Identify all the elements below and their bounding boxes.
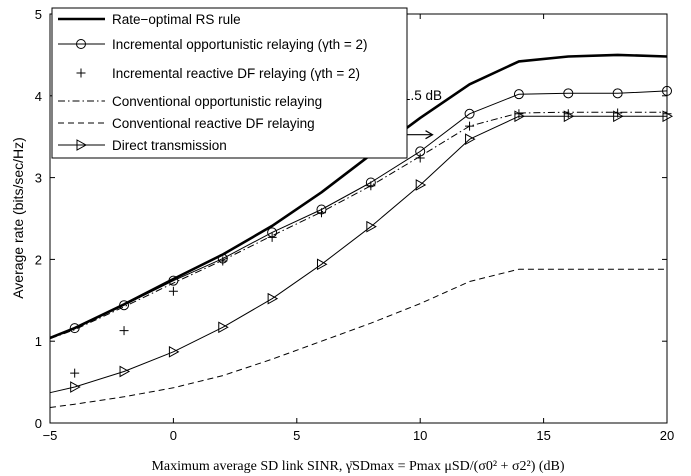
- legend-entry-conventional-opportunistic: Conventional opportunistic relaying: [112, 94, 322, 109]
- y-tick-label-1: 1: [35, 334, 42, 349]
- data-point-incremental-opportunistic-relaying-th-2-11: [563, 88, 574, 99]
- x-tick-label-4: 15: [536, 428, 550, 443]
- series-line-direct-transmission: [49, 115, 667, 394]
- annotation-arrowhead-right: [425, 130, 434, 140]
- y-axis-label: Average rate (bits/sec/Hz): [10, 137, 26, 299]
- x-tick-label-3: 10: [413, 428, 427, 443]
- data-point-incremental-opportunistic-relaying-th-2-10: [513, 89, 524, 100]
- data-point-direct-transmission-3: [168, 345, 180, 358]
- data-point-direct-transmission-11: [563, 110, 575, 123]
- data-point-direct-transmission-6: [316, 258, 328, 271]
- data-point-direct-transmission-9: [465, 133, 476, 146]
- data-point-incremental-reactive-df-relaying-th-2-5: [316, 208, 326, 218]
- data-point-direct-transmission-4: [218, 321, 229, 334]
- y-tick-label-5: 5: [35, 7, 42, 22]
- series-line-conventional-opportunistic-relaying: [49, 111, 667, 340]
- data-point-incremental-reactive-df-relaying-th-2-3: [218, 256, 228, 266]
- legend-marker-incremental-reactive-df-relaying-th-2: [76, 68, 86, 78]
- legend-entry-rate-optimal: Rate−optimal RS rule: [112, 12, 241, 27]
- y-tick-label-3: 3: [35, 171, 42, 186]
- series-layer: [49, 53, 674, 408]
- x-tick-label-2: 5: [293, 428, 300, 443]
- x-tick-label-0: −5: [43, 428, 58, 443]
- data-point-direct-transmission-13: [662, 110, 674, 123]
- legend-entry-incremental-reactive-df: Incremental reactive DF relaying (γth = …: [112, 66, 360, 81]
- legend: Rate−optimal RS rule Incremental opportu…: [51, 7, 408, 159]
- data-point-direct-transmission-1: [70, 381, 81, 393]
- legend-samples: [58, 17, 105, 151]
- data-point-incremental-reactive-df-relaying-th-2-6: [366, 181, 376, 191]
- y-tick-label-0: 0: [35, 416, 42, 431]
- data-point-incremental-opportunistic-relaying-th-2-9: [464, 108, 475, 119]
- x-tick-label-5: 20: [660, 428, 674, 443]
- series-line-incremental-opportunistic-relaying-th-2: [49, 90, 668, 339]
- annotation-label: 1.5 dB: [403, 88, 442, 103]
- y-tick-label-2: 2: [35, 252, 42, 267]
- y-tick-label-4: 4: [35, 89, 42, 104]
- legend-box: [51, 7, 408, 159]
- series-line-conventional-reactive-df-relaying: [49, 268, 667, 408]
- series-line-rate-optimal-rs-rule: [49, 53, 668, 340]
- x-axis-label: Maximum average SD link SINR, γ̄SDmax = …: [151, 459, 564, 474]
- data-point-direct-transmission-7: [366, 220, 377, 233]
- legend-marker-incremental-opportunistic-relaying-th-2: [76, 39, 86, 49]
- x-tick-label-1: 0: [170, 428, 177, 443]
- data-point-incremental-reactive-df-relaying-th-2-4: [267, 232, 277, 242]
- legend-entry-conventional-reactive-df: Conventional reactive DF relaying: [112, 116, 315, 131]
- legend-entry-direct-transmission: Direct transmission: [112, 138, 227, 153]
- data-point-direct-transmission-8: [415, 179, 427, 191]
- data-point-direct-transmission-12: [613, 110, 624, 123]
- data-point-incremental-opportunistic-relaying-th-2-12: [612, 88, 623, 99]
- legend-entry-incremental-opportunistic: Incremental opportunistic relaying (γth …: [112, 37, 368, 52]
- data-point-incremental-reactive-df-relaying-th-2-0: [70, 368, 80, 378]
- legend-marker-direct-transmission: [76, 139, 88, 151]
- data-point-incremental-reactive-df-relaying-th-2-1: [119, 326, 129, 336]
- data-point-incremental-opportunistic-relaying-th-2-2: [119, 300, 130, 311]
- data-point-direct-transmission-5: [267, 292, 279, 305]
- data-point-direct-transmission-10: [514, 110, 525, 123]
- data-point-incremental-reactive-df-relaying-th-2-2: [168, 286, 178, 296]
- data-point-direct-transmission-2: [119, 365, 131, 378]
